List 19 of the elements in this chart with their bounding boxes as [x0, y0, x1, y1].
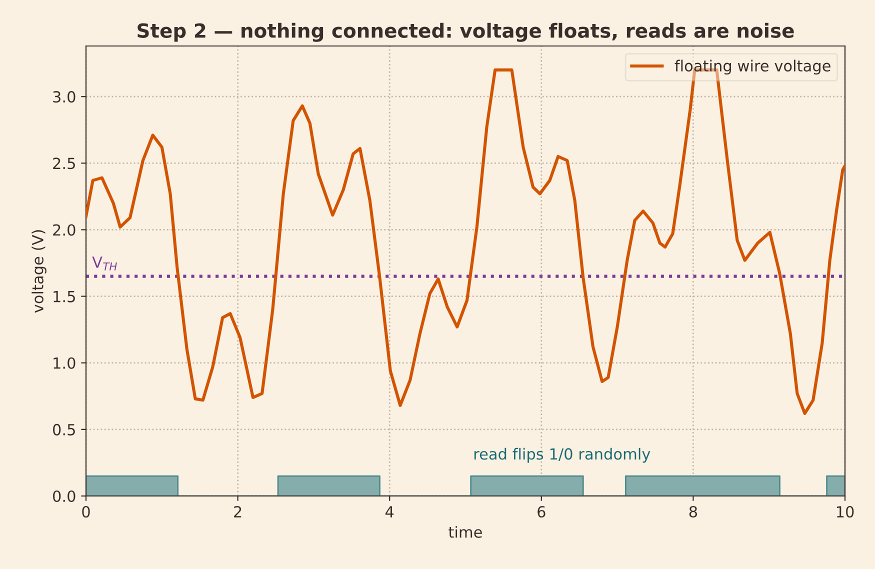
chart-title: Step 2 — nothing connected: voltage floats, reads are noise [138, 22, 794, 42]
x-tick-label: 10 [836, 506, 854, 518]
annotation: read flips 1/0 randomly [474, 448, 650, 463]
y-axis-title: voltage (V) [32, 230, 46, 313]
y-tick-label: 2.5 [53, 158, 75, 170]
y-tick-label: 1.0 [54, 357, 76, 369]
y-tick-label: 2.0 [53, 224, 76, 236]
x-tick-label: 2 [234, 506, 242, 518]
x-tick-label: 6 [538, 506, 546, 518]
y-tick-label: 3.0 [53, 91, 76, 103]
y-tick-label: 0.5 [52, 424, 75, 436]
ref-line-label: V$_{TH}$ [92, 256, 117, 270]
x-axis-title: time [448, 526, 482, 538]
y-tick-label: 1.5 [54, 290, 75, 302]
y-tick-label: 0.0 [52, 490, 76, 502]
x-tick-label: 0 [82, 506, 90, 518]
x-tick-label: 4 [385, 506, 394, 518]
legend-label: floating wire voltage [674, 60, 830, 75]
x-tick-label: 8 [689, 506, 698, 518]
